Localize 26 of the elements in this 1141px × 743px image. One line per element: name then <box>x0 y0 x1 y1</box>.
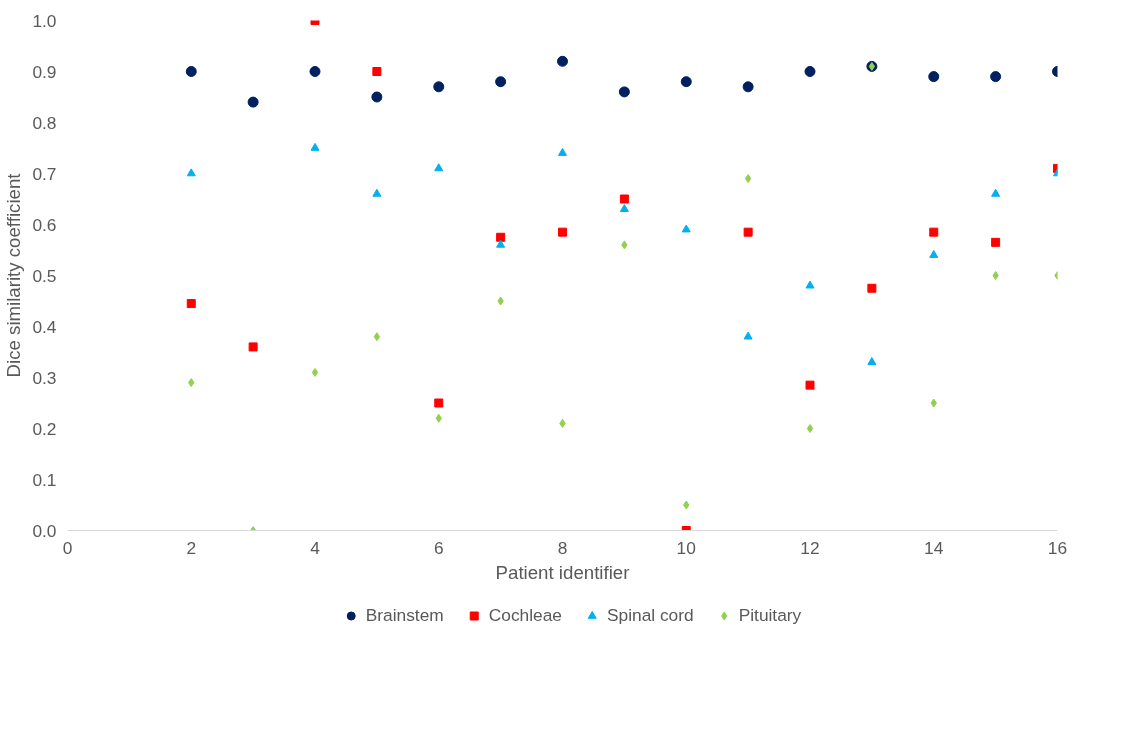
x-tick-label: 14 <box>924 537 944 558</box>
y-tick-label: 0.2 <box>32 418 57 439</box>
x-tick-label: 8 <box>557 537 568 558</box>
x-tick-label: 12 <box>800 537 820 558</box>
legend-label: Pituitary <box>738 604 802 626</box>
x-tick-label: 4 <box>310 537 321 558</box>
y-tick-label: 0.5 <box>32 265 57 286</box>
y-tick-label: 0.3 <box>32 367 57 388</box>
y-tick-label: 0.7 <box>32 163 57 184</box>
y-axis-title: Dice similarity coefficient <box>3 172 25 378</box>
x-tick-label: 2 <box>186 537 197 558</box>
x-tick-label: 6 <box>433 537 444 558</box>
y-tick-label: 0.0 <box>32 520 57 541</box>
legend-label: Cochleae <box>488 604 562 626</box>
x-axis-title: Patient identifier <box>495 561 630 583</box>
legend-label: Brainstem <box>365 604 444 626</box>
y-tick-label: 0.4 <box>32 316 57 337</box>
x-tick-label: 10 <box>676 537 696 558</box>
y-tick-label: 0.9 <box>32 61 57 82</box>
y-tick-label: 0.1 <box>32 469 57 490</box>
y-tick-label: 0.8 <box>32 112 57 133</box>
y-tick-label: 1.0 <box>32 10 57 31</box>
legend-label: Spinal cord <box>606 604 694 626</box>
x-tick-label: 0 <box>62 537 73 558</box>
x-tick-label: 16 <box>1047 537 1068 558</box>
y-tick-label: 0.6 <box>32 214 57 235</box>
